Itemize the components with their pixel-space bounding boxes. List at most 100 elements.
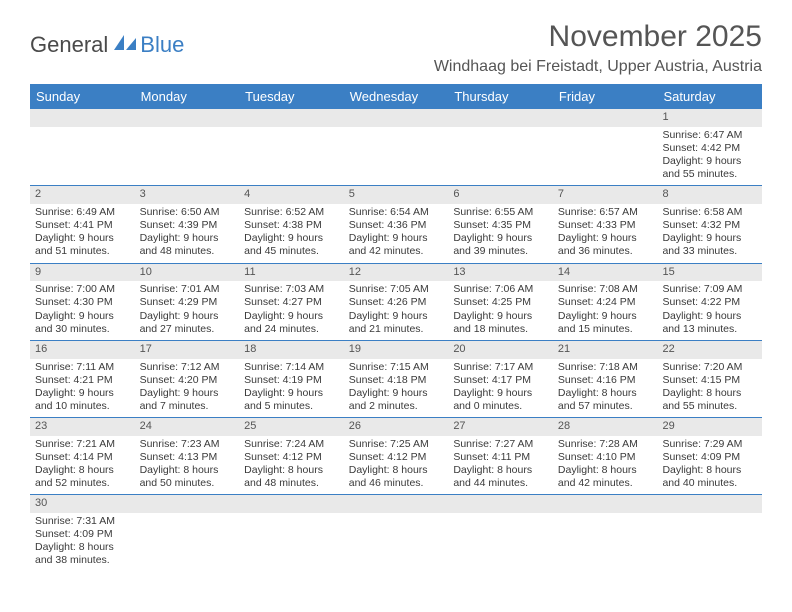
- day-content: Sunrise: 7:14 AMSunset: 4:19 PMDaylight:…: [239, 359, 344, 418]
- sunset-text: Sunset: 4:41 PM: [35, 219, 130, 232]
- day-cell: 9Sunrise: 7:00 AMSunset: 4:30 PMDaylight…: [30, 264, 135, 340]
- sunrise-text: Sunrise: 7:25 AM: [349, 438, 444, 451]
- day-content: Sunrise: 7:23 AMSunset: 4:13 PMDaylight:…: [135, 436, 240, 495]
- location-subtitle: Windhaag bei Freistadt, Upper Austria, A…: [434, 58, 762, 76]
- day-number: 29: [657, 418, 762, 436]
- page: General Blue November 2025 Windhaag bei …: [0, 0, 792, 582]
- day-cell: 4Sunrise: 6:52 AMSunset: 4:38 PMDaylight…: [239, 186, 344, 262]
- daylight-text: Daylight: 9 hours: [453, 387, 548, 400]
- day-cell: 19Sunrise: 7:15 AMSunset: 4:18 PMDayligh…: [344, 341, 449, 417]
- day-number: [30, 109, 135, 127]
- day-cell: [135, 109, 240, 185]
- day-number: 28: [553, 418, 658, 436]
- day-content: Sunrise: 7:25 AMSunset: 4:12 PMDaylight:…: [344, 436, 449, 495]
- day-number: 16: [30, 341, 135, 359]
- day-cell: 13Sunrise: 7:06 AMSunset: 4:25 PMDayligh…: [448, 264, 553, 340]
- daylight-text: and 51 minutes.: [35, 245, 130, 258]
- daylight-text: Daylight: 9 hours: [244, 232, 339, 245]
- sunrise-text: Sunrise: 7:00 AM: [35, 283, 130, 296]
- daylight-text: and 45 minutes.: [244, 245, 339, 258]
- day-cell: 29Sunrise: 7:29 AMSunset: 4:09 PMDayligh…: [657, 418, 762, 494]
- day-number: [448, 109, 553, 127]
- day-cell: 28Sunrise: 7:28 AMSunset: 4:10 PMDayligh…: [553, 418, 658, 494]
- day-content: Sunrise: 6:54 AMSunset: 4:36 PMDaylight:…: [344, 204, 449, 263]
- day-content: Sunrise: 7:29 AMSunset: 4:09 PMDaylight:…: [657, 436, 762, 495]
- day-cell: 14Sunrise: 7:08 AMSunset: 4:24 PMDayligh…: [553, 264, 658, 340]
- day-number: [135, 495, 240, 513]
- daylight-text: Daylight: 9 hours: [140, 387, 235, 400]
- day-number: 2: [30, 186, 135, 204]
- sunset-text: Sunset: 4:29 PM: [140, 296, 235, 309]
- day-cell: 22Sunrise: 7:20 AMSunset: 4:15 PMDayligh…: [657, 341, 762, 417]
- day-cell: 10Sunrise: 7:01 AMSunset: 4:29 PMDayligh…: [135, 264, 240, 340]
- sunrise-text: Sunrise: 7:03 AM: [244, 283, 339, 296]
- day-content: Sunrise: 6:49 AMSunset: 4:41 PMDaylight:…: [30, 204, 135, 263]
- daylight-text: and 24 minutes.: [244, 323, 339, 336]
- week-row: 30Sunrise: 7:31 AMSunset: 4:09 PMDayligh…: [30, 494, 762, 571]
- daylight-text: and 2 minutes.: [349, 400, 444, 413]
- day-content: Sunrise: 7:20 AMSunset: 4:15 PMDaylight:…: [657, 359, 762, 418]
- daylight-text: Daylight: 9 hours: [558, 310, 653, 323]
- day-number: 8: [657, 186, 762, 204]
- day-cell: 23Sunrise: 7:21 AMSunset: 4:14 PMDayligh…: [30, 418, 135, 494]
- day-cell: 26Sunrise: 7:25 AMSunset: 4:12 PMDayligh…: [344, 418, 449, 494]
- day-content: Sunrise: 7:15 AMSunset: 4:18 PMDaylight:…: [344, 359, 449, 418]
- sunrise-text: Sunrise: 6:52 AM: [244, 206, 339, 219]
- sunrise-text: Sunrise: 7:08 AM: [558, 283, 653, 296]
- sunset-text: Sunset: 4:12 PM: [244, 451, 339, 464]
- day-content: Sunrise: 6:50 AMSunset: 4:39 PMDaylight:…: [135, 204, 240, 263]
- daylight-text: and 42 minutes.: [349, 245, 444, 258]
- day-content: Sunrise: 6:47 AMSunset: 4:42 PMDaylight:…: [657, 127, 762, 186]
- sunrise-text: Sunrise: 7:29 AM: [662, 438, 757, 451]
- week-row: 9Sunrise: 7:00 AMSunset: 4:30 PMDaylight…: [30, 263, 762, 340]
- sunset-text: Sunset: 4:33 PM: [558, 219, 653, 232]
- daylight-text: Daylight: 9 hours: [453, 232, 548, 245]
- day-cell: 18Sunrise: 7:14 AMSunset: 4:19 PMDayligh…: [239, 341, 344, 417]
- day-number: 27: [448, 418, 553, 436]
- day-number: 24: [135, 418, 240, 436]
- sunset-text: Sunset: 4:12 PM: [349, 451, 444, 464]
- day-cell: [657, 495, 762, 571]
- weekday-friday: Friday: [553, 84, 658, 109]
- day-content: Sunrise: 7:06 AMSunset: 4:25 PMDaylight:…: [448, 281, 553, 340]
- day-content: Sunrise: 7:08 AMSunset: 4:24 PMDaylight:…: [553, 281, 658, 340]
- sunset-text: Sunset: 4:39 PM: [140, 219, 235, 232]
- daylight-text: and 13 minutes.: [662, 323, 757, 336]
- day-number: 22: [657, 341, 762, 359]
- daylight-text: Daylight: 9 hours: [244, 387, 339, 400]
- sunset-text: Sunset: 4:27 PM: [244, 296, 339, 309]
- day-cell: [448, 109, 553, 185]
- day-cell: 15Sunrise: 7:09 AMSunset: 4:22 PMDayligh…: [657, 264, 762, 340]
- weeks-container: 1Sunrise: 6:47 AMSunset: 4:42 PMDaylight…: [30, 109, 762, 572]
- daylight-text: and 18 minutes.: [453, 323, 548, 336]
- header: General Blue November 2025 Windhaag bei …: [30, 20, 762, 76]
- day-cell: 24Sunrise: 7:23 AMSunset: 4:13 PMDayligh…: [135, 418, 240, 494]
- day-cell: 30Sunrise: 7:31 AMSunset: 4:09 PMDayligh…: [30, 495, 135, 571]
- sunset-text: Sunset: 4:42 PM: [662, 142, 757, 155]
- daylight-text: and 30 minutes.: [35, 323, 130, 336]
- week-row: 23Sunrise: 7:21 AMSunset: 4:14 PMDayligh…: [30, 417, 762, 494]
- day-cell: [239, 109, 344, 185]
- day-cell: 6Sunrise: 6:55 AMSunset: 4:35 PMDaylight…: [448, 186, 553, 262]
- day-cell: 3Sunrise: 6:50 AMSunset: 4:39 PMDaylight…: [135, 186, 240, 262]
- sunrise-text: Sunrise: 7:28 AM: [558, 438, 653, 451]
- daylight-text: Daylight: 8 hours: [35, 464, 130, 477]
- sunrise-text: Sunrise: 7:12 AM: [140, 361, 235, 374]
- brand-name-part2: Blue: [140, 32, 184, 58]
- day-content: Sunrise: 6:58 AMSunset: 4:32 PMDaylight:…: [657, 204, 762, 263]
- weekday-thursday: Thursday: [448, 84, 553, 109]
- sunset-text: Sunset: 4:13 PM: [140, 451, 235, 464]
- daylight-text: and 57 minutes.: [558, 400, 653, 413]
- sunrise-text: Sunrise: 7:06 AM: [453, 283, 548, 296]
- day-content: Sunrise: 7:18 AMSunset: 4:16 PMDaylight:…: [553, 359, 658, 418]
- day-number: 20: [448, 341, 553, 359]
- sunrise-text: Sunrise: 7:09 AM: [662, 283, 757, 296]
- sunset-text: Sunset: 4:14 PM: [35, 451, 130, 464]
- weekday-sunday: Sunday: [30, 84, 135, 109]
- weekday-tuesday: Tuesday: [239, 84, 344, 109]
- daylight-text: and 55 minutes.: [662, 168, 757, 181]
- daylight-text: Daylight: 8 hours: [453, 464, 548, 477]
- daylight-text: Daylight: 8 hours: [349, 464, 444, 477]
- daylight-text: Daylight: 8 hours: [558, 464, 653, 477]
- daylight-text: Daylight: 8 hours: [244, 464, 339, 477]
